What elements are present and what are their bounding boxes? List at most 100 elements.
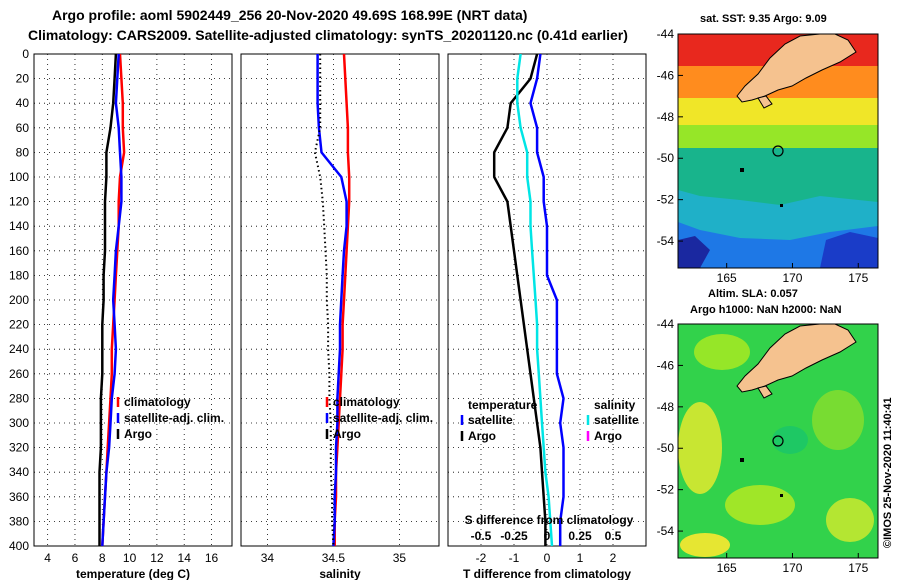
depth-tick-label: 340 [9,465,29,479]
sla-map-frame [677,323,879,559]
imos-credit: ©IMOS 25-Nov-2020 11:40:41 [882,397,894,548]
depth-tick-label: 380 [9,514,29,528]
map-lon-tick-label: 175 [848,561,868,575]
sst-map-title: sat. SST: 9.35 Argo: 9.09 [700,13,827,25]
map-lon-tick-label: 165 [717,561,737,575]
depth-tick-label: 100 [9,170,29,184]
diff-s-tick-label: 0.25 [568,529,592,543]
temperature-x-tick-label: 10 [123,551,137,565]
argo-location-marker-sla [772,435,784,447]
temperature-x-tick-label: 8 [99,551,106,565]
stewart-island [757,95,773,109]
temperature-legend-label: climatology [124,395,191,409]
sla-blob-2 [678,402,722,494]
depth-tick-label: 60 [16,121,30,135]
map-lat-tick-label: -48 [657,110,675,124]
salinity-x-tick-label: 34 [261,551,275,565]
map-lat-tick-label: -54 [657,524,675,538]
temperature-x-tick-label: 14 [178,551,192,565]
depth-tick-label: 80 [16,145,30,159]
depth-tick-label: 280 [9,391,29,405]
map-lat-tick-label: -50 [657,151,675,165]
temperature-series-satellite-adj-clim- [101,53,123,547]
sla-map-subtitle: Argo h1000: NaN h2000: NaN [690,304,842,316]
sst-warm-band-3 [678,98,878,128]
temperature-x-tick-label: 6 [72,551,79,565]
sla-blob-6 [772,426,808,454]
sla-blob-3 [725,485,795,525]
sst-map-ticks: 165 170 175 -44 -46 -48 -50 -52 -54 [657,27,869,285]
depth-tick-label: 240 [9,342,29,356]
depth-tick-label: 0 [22,47,29,61]
sla-map-title: Altim. SLA: 0.057 [708,288,798,300]
difference-series-temperature-satellite [529,53,565,546]
map-lat-tick-label: -50 [657,441,675,455]
island-marker-sst-1 [740,168,744,172]
depth-tick-label: 40 [16,96,30,110]
salinity-legend-label: climatology [333,395,400,409]
diff-legend-title-salinity: salinity [594,398,636,412]
map-lat-tick-label: -52 [657,483,675,497]
sst-map-frame [677,33,879,269]
sla-map-ticks: 165 170 175 -44 -46 -48 -50 -52 -54 [657,317,869,575]
panel-salinity: 34 34.5 35 salinity climatology satellite-adj… [240,53,440,580]
diff-s-axis-label: S difference from climatology [465,513,634,527]
diff-legend-title-temperature: temperature [468,398,538,412]
depth-tick-label: 120 [9,195,29,209]
temperature-x-axis-label: temperature (deg C) [76,567,190,580]
panel-difference: -2 -1 0 1 2 T difference from climatology temp… [447,53,647,580]
island-marker-sla-2 [780,494,783,497]
temperature-plot-frame [33,53,233,547]
argo-location-marker-sst [772,145,784,157]
salinity-plot-frame [240,53,440,547]
sla-blob-7 [680,533,730,557]
island-marker-sla-1 [740,458,744,462]
stewart-island-sla [757,385,773,399]
salinity-legend-label: Argo [333,427,361,441]
map-lat-tick-label: -44 [657,27,675,41]
sst-coldest-patch-2 [820,232,878,268]
diff-legend-label-s: satellite [594,413,639,427]
depth-tick-label: 180 [9,268,29,282]
salinity-x-tick-label: 34.5 [322,551,346,565]
map-lat-tick-label: -48 [657,400,675,414]
map-lon-tick-label: 170 [782,271,802,285]
depth-tick-label: 260 [9,367,29,381]
diff-legend-label-t: satellite [468,413,513,427]
diff-s-tick-label: 0 [544,529,551,543]
sla-blob-4 [812,390,864,450]
difference-x-tick-label: 2 [610,551,617,565]
map-lat-tick-label: -46 [657,68,675,82]
island-marker-sst-2 [780,204,783,207]
diff-legend-label-t: Argo [468,429,496,443]
map-lat-tick-label: -46 [657,358,675,372]
temperature-series-argo [98,53,118,546]
difference-series-temperature-argo [492,53,547,546]
temperature-x-tick-label: 16 [205,551,219,565]
panel-temperature: 0 20 40 60 80 100 120 140 160 180 200 220 240 260 280 3… [9,47,233,580]
map-lon-tick-label: 175 [848,271,868,285]
difference-x-tick-label: -2 [476,551,487,565]
salinity-x-axis-label: salinity [319,567,361,580]
map-lon-tick-label: 165 [717,271,737,285]
map-lat-tick-label: -44 [657,317,675,331]
temperature-legend-label: Argo [124,427,152,441]
salinity-legend-label: satellite-adj. clim. [333,411,433,425]
sst-map: sat. SST: 9.35 Argo: 9.09 165 170 175 -44 -4… [657,13,879,285]
salinity-x-tick-label: 35 [393,551,407,565]
depth-tick-label: 140 [9,219,29,233]
diff-legend-label-s: Argo [594,429,622,443]
diff-s-tick-label: 0.5 [605,529,622,543]
sla-blob-5 [826,498,874,542]
salinity-series-satellite-adj-clim- [316,54,348,547]
salinity-series-argo [313,54,335,547]
depth-tick-label: 20 [16,72,30,86]
temperature-x-tick-label: 12 [150,551,164,565]
diff-s-tick-label: -0.25 [500,529,528,543]
depth-tick-label: 320 [9,441,29,455]
map-lat-tick-label: -52 [657,193,675,207]
depth-tick-label: 200 [9,293,29,307]
depth-tick-label: 360 [9,490,29,504]
map-lon-tick-label: 170 [782,561,802,575]
